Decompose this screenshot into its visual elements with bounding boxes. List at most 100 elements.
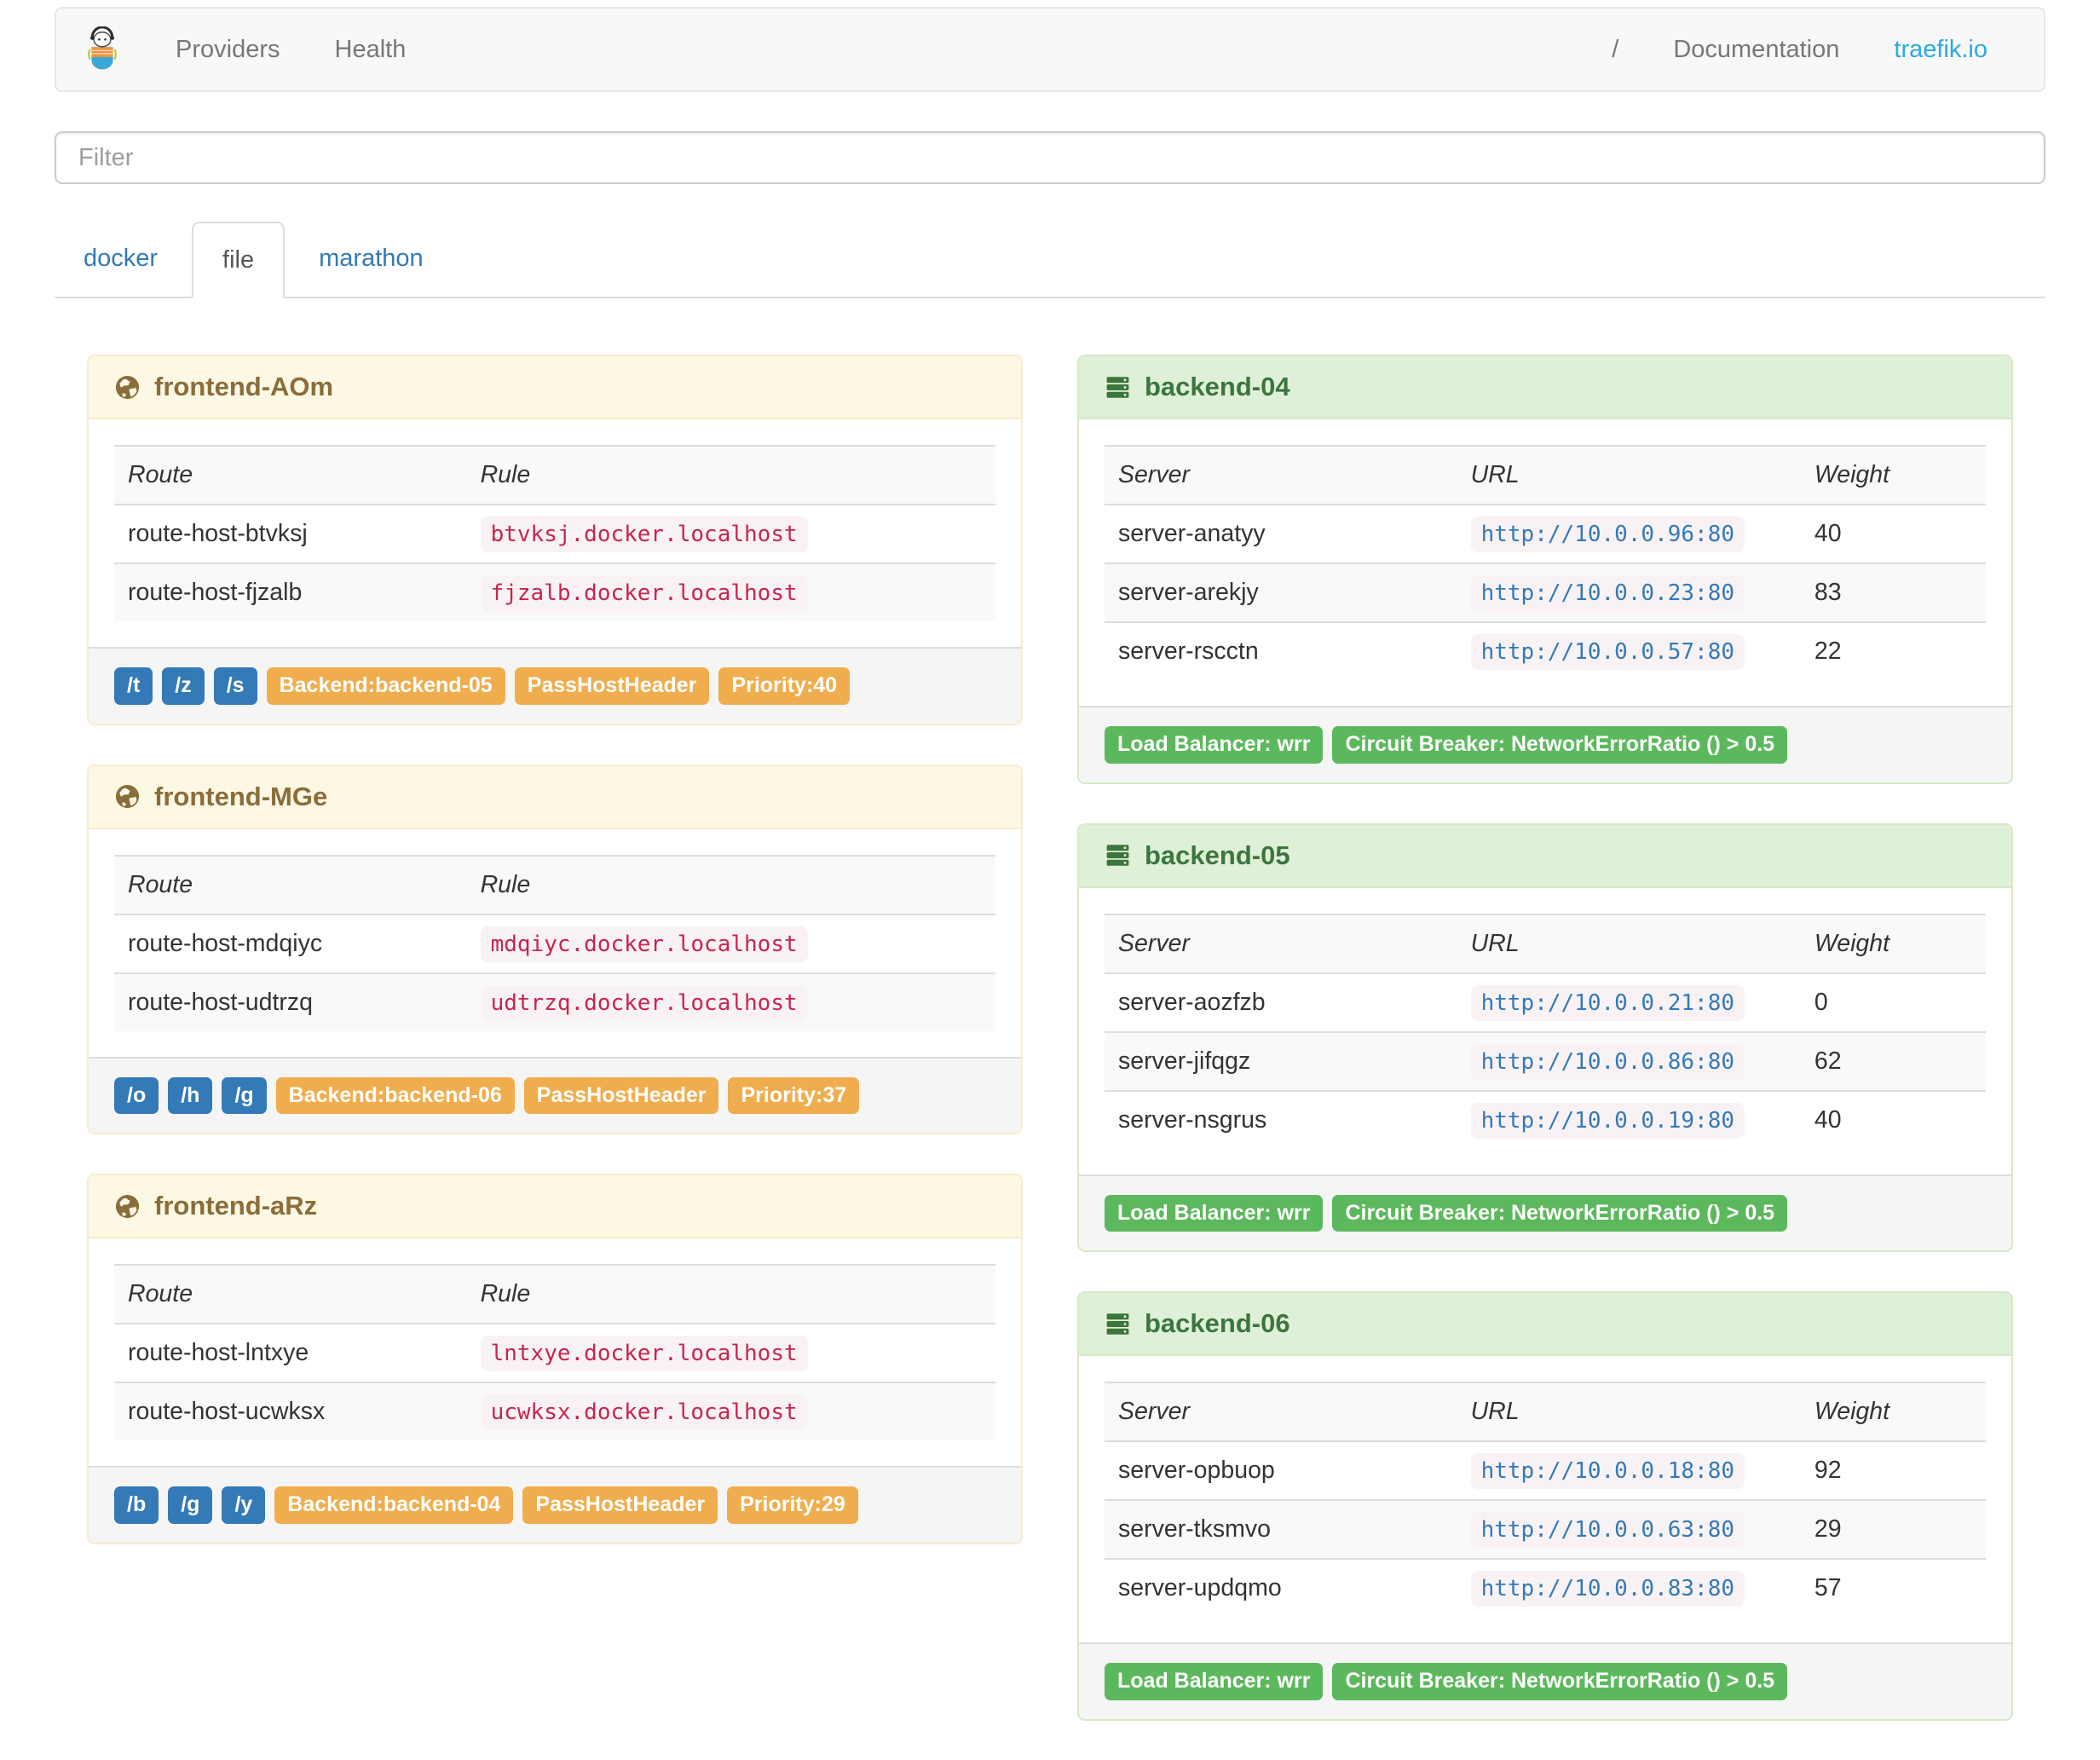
- load-balancer-badge: Load Balancer: wrr: [1105, 1194, 1324, 1232]
- column-route: Route: [128, 461, 193, 489]
- column-server: Server: [1118, 461, 1190, 489]
- load-balancer-badge: Load Balancer: wrr: [1105, 1663, 1324, 1700]
- server-url-code: http://10.0.0.96:80: [1470, 516, 1745, 553]
- table-header-row: Server URL Weight: [1105, 1382, 1986, 1442]
- column-url: URL: [1470, 929, 1520, 957]
- backend-panel: backend-06 Server URL Weight server-opbu…: [1077, 1291, 2013, 1721]
- filter-input[interactable]: [55, 131, 2045, 184]
- frontend-title: frontend-AOm: [154, 372, 334, 402]
- backends-column: backend-04 Server URL Weight server-anat…: [1077, 355, 2013, 1760]
- server-weight: 62: [1814, 1047, 1842, 1075]
- frontend-panel: frontend-AOm Route Rule route-host-btvks…: [87, 355, 1023, 725]
- frontend-panel-heading: frontend-AOm: [89, 356, 1021, 420]
- server-row: server-updqmo http://10.0.0.83:80 57: [1105, 1559, 1986, 1617]
- rule-code: ucwksx.docker.localhost: [480, 1394, 808, 1431]
- routes-table: Route Rule route-host-lntxye lntxye.dock…: [114, 1264, 995, 1441]
- nav-documentation[interactable]: Documentation: [1673, 35, 1840, 63]
- table-header-row: Route Rule: [114, 1265, 995, 1324]
- frontend-panel-heading: frontend-MGe: [89, 765, 1021, 829]
- server-row: server-rscctn http://10.0.0.57:80 22: [1105, 622, 1986, 680]
- backend-title: backend-04: [1145, 372, 1290, 402]
- entrypoint-badge: /y: [222, 1486, 266, 1524]
- server-row: server-aozfzb http://10.0.0.21:80 0: [1105, 972, 1986, 1032]
- backend-panel: backend-04 Server URL Weight server-anat…: [1077, 355, 2013, 784]
- server-url-code: http://10.0.0.21:80: [1470, 984, 1745, 1021]
- nav-providers[interactable]: Providers: [176, 35, 280, 63]
- column-weight: Weight: [1814, 461, 1890, 489]
- frontend-panel: frontend-MGe Route Rule route-host-mdqiy…: [87, 764, 1023, 1135]
- server-url-code: http://10.0.0.57:80: [1470, 634, 1745, 671]
- server-weight: 22: [1814, 638, 1842, 666]
- column-weight: Weight: [1814, 1398, 1890, 1426]
- servers-table: Server URL Weight server-anatyy http://1…: [1105, 445, 1986, 680]
- rule-code: fjzalb.docker.localhost: [480, 575, 808, 612]
- rule-code: udtrzq.docker.localhost: [480, 984, 808, 1021]
- server-weight: 57: [1814, 1574, 1842, 1602]
- backend-badge: Backend:backend-04: [274, 1486, 514, 1524]
- server-url-link[interactable]: http://10.0.0.83:80: [1470, 1571, 1745, 1607]
- server-url-link[interactable]: http://10.0.0.18:80: [1470, 1453, 1745, 1490]
- server-weight: 92: [1814, 1457, 1842, 1485]
- globe-icon: [114, 783, 141, 810]
- server-url-link[interactable]: http://10.0.0.63:80: [1470, 1512, 1745, 1549]
- server-url-code: http://10.0.0.23:80: [1470, 575, 1745, 612]
- column-url: URL: [1470, 461, 1520, 489]
- entrypoint-badge: /t: [114, 667, 153, 705]
- route-name: route-host-fjzalb: [128, 579, 303, 607]
- entrypoint-badge: /h: [168, 1076, 213, 1115]
- server-url-link[interactable]: http://10.0.0.21:80: [1470, 984, 1745, 1021]
- column-rule: Rule: [480, 1280, 531, 1308]
- server-url-link[interactable]: http://10.0.0.57:80: [1470, 634, 1745, 671]
- frontend-title: frontend-MGe: [154, 781, 328, 811]
- backend-panel: backend-05 Server URL Weight server-aozf…: [1077, 822, 2013, 1253]
- tab-marathon[interactable]: marathon: [319, 245, 424, 272]
- backend-panel-body: Server URL Weight server-anatyy http://1…: [1079, 419, 2011, 706]
- server-row: server-arekjy http://10.0.0.23:80 83: [1105, 563, 1986, 623]
- routes-table: Route Rule route-host-btvksj btvksj.dock…: [114, 445, 995, 622]
- rule-code: mdqiyc.docker.localhost: [480, 926, 808, 962]
- server-url-link[interactable]: http://10.0.0.19:80: [1470, 1102, 1745, 1139]
- tab-file[interactable]: file: [192, 222, 286, 299]
- server-url-code: http://10.0.0.83:80: [1470, 1571, 1745, 1607]
- navbar: Providers Health / Documentation traefik…: [55, 7, 2045, 92]
- load-balancer-badge: Load Balancer: wrr: [1105, 726, 1324, 764]
- entrypoint-badge: /b: [114, 1486, 159, 1524]
- server-icon: [1105, 374, 1131, 401]
- route-row: route-host-btvksj btvksj.docker.localhos…: [114, 505, 995, 563]
- backend-panel-footer: Load Balancer: wrr Circuit Breaker: Netw…: [1079, 1174, 2011, 1251]
- nav-traefik-io[interactable]: traefik.io: [1894, 35, 1988, 63]
- nav-separator: /: [1612, 35, 1619, 63]
- globe-icon: [114, 374, 141, 401]
- navbar-left: Providers Health: [85, 26, 433, 72]
- route-row: route-host-lntxye lntxye.docker.localhos…: [114, 1324, 995, 1382]
- server-name: server-nsgrus: [1118, 1105, 1267, 1134]
- server-name: server-jifqgz: [1118, 1047, 1251, 1075]
- traefik-logo-icon: [88, 26, 117, 70]
- server-url-link[interactable]: http://10.0.0.23:80: [1470, 575, 1745, 612]
- frontend-panel-body: Route Rule route-host-btvksj btvksj.dock…: [89, 419, 1021, 647]
- backend-panel-heading: backend-05: [1079, 824, 2011, 888]
- route-name: route-host-lntxye: [128, 1339, 309, 1367]
- tab-docker[interactable]: docker: [84, 245, 159, 272]
- frontend-panel-footer: /b /g /y Backend:backend-04 PassHostHead…: [89, 1466, 1021, 1543]
- passhostheader-badge: PassHostHeader: [514, 667, 710, 705]
- server-weight: 40: [1814, 520, 1842, 548]
- backend-panel-body: Server URL Weight server-aozfzb http://1…: [1079, 888, 2011, 1174]
- backend-title: backend-06: [1145, 1308, 1290, 1339]
- traefik-logo[interactable]: [85, 26, 119, 72]
- server-row: server-anatyy http://10.0.0.96:80 40: [1105, 505, 1986, 563]
- server-row: server-nsgrus http://10.0.0.19:80 40: [1105, 1090, 1986, 1149]
- entrypoint-badge: /z: [162, 667, 205, 705]
- server-url-link[interactable]: http://10.0.0.86:80: [1470, 1043, 1745, 1080]
- column-server: Server: [1118, 1398, 1190, 1426]
- server-icon: [1105, 1311, 1131, 1337]
- route-row: route-host-fjzalb fjzalb.docker.localhos…: [114, 563, 995, 622]
- server-weight: 40: [1814, 1105, 1842, 1134]
- server-name: server-aozfzb: [1118, 988, 1266, 1016]
- route-row: route-host-udtrzq udtrzq.docker.localhos…: [114, 972, 995, 1031]
- content-row: frontend-AOm Route Rule route-host-btvks…: [55, 355, 2045, 1760]
- nav-health[interactable]: Health: [334, 35, 407, 63]
- server-url-link[interactable]: http://10.0.0.96:80: [1470, 516, 1745, 553]
- entrypoint-badge: /g: [222, 1076, 267, 1115]
- backend-panel-footer: Load Balancer: wrr Circuit Breaker: Netw…: [1079, 706, 2011, 782]
